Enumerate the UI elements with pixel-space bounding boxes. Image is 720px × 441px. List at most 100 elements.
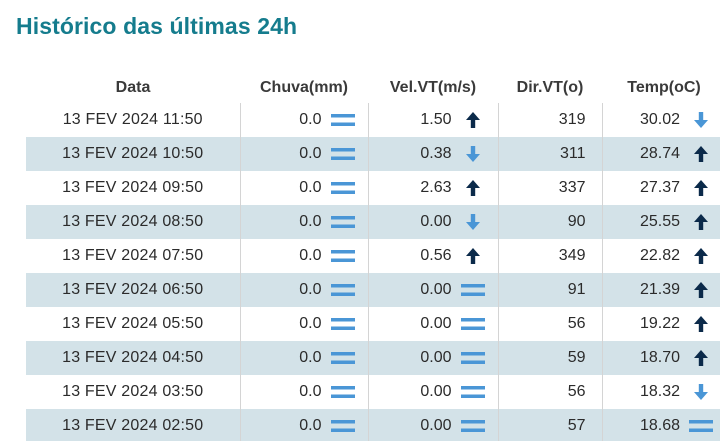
dir-value: 59 xyxy=(567,349,586,366)
cell-dir: 56 xyxy=(497,375,602,409)
chuva-value: 0.0 xyxy=(299,213,322,230)
dir-value: 56 xyxy=(567,315,586,332)
cell-date: 13 FEV 2024 09:50 xyxy=(62,179,204,196)
trend-up-arrow-icon xyxy=(688,246,714,266)
cell-dir: 319 xyxy=(497,103,602,137)
cell-dir: 337 xyxy=(497,171,602,205)
temp-value: 18.32 xyxy=(639,383,680,400)
cell-dir: 57 xyxy=(497,409,602,441)
col-header-data: Data xyxy=(115,79,151,96)
cell-date: 13 FEV 2024 11:50 xyxy=(62,111,203,128)
table-row: 13 FEV 2024 07:50 0.0 0.56 349 22.82 xyxy=(26,239,720,273)
cell-chuva: 0.0 xyxy=(239,341,368,375)
cell-temp: 18.68 xyxy=(601,409,720,441)
trend-stable-icon xyxy=(330,144,356,164)
cell-vel: 0.00 xyxy=(367,307,498,341)
cell-chuva: 0.0 xyxy=(239,409,368,441)
cell-temp: 22.82 xyxy=(601,239,720,273)
cell-temp: 27.37 xyxy=(601,171,720,205)
table-row: 13 FEV 2024 05:50 0.0 0.00 56 19.22 xyxy=(26,307,720,341)
cell-dir: 91 xyxy=(497,273,602,307)
dir-value: 90 xyxy=(567,213,586,230)
temp-value: 27.37 xyxy=(639,179,680,196)
cell-vel: 0.00 xyxy=(367,273,498,307)
cell-chuva: 0.0 xyxy=(239,375,368,409)
trend-stable-icon xyxy=(460,348,486,368)
trend-stable-icon xyxy=(330,110,356,130)
trend-stable-icon xyxy=(330,246,356,266)
trend-stable-icon xyxy=(688,416,714,436)
dir-value: 337 xyxy=(558,179,586,196)
chuva-value: 0.0 xyxy=(299,383,322,400)
cell-temp: 18.70 xyxy=(601,341,720,375)
chuva-value: 0.0 xyxy=(299,281,322,298)
cell-vel: 0.00 xyxy=(367,341,498,375)
temp-value: 28.74 xyxy=(639,145,680,162)
cell-vel: 0.00 xyxy=(367,409,498,441)
trend-down-arrow-icon xyxy=(460,212,486,232)
col-header-chuva: Chuva(mm) xyxy=(259,79,348,96)
vel-value: 0.00 xyxy=(420,315,452,332)
trend-down-arrow-icon xyxy=(460,144,486,164)
col-header-temp: Temp(oC) xyxy=(627,79,701,96)
temp-value: 18.70 xyxy=(639,349,680,366)
vel-value: 1.50 xyxy=(420,111,452,128)
cell-chuva: 0.0 xyxy=(239,273,368,307)
cell-date: 13 FEV 2024 04:50 xyxy=(26,341,240,375)
cell-vel: 1.50 xyxy=(367,103,498,137)
temp-value: 25.55 xyxy=(639,213,680,230)
chuva-value: 0.0 xyxy=(299,315,322,332)
chuva-value: 0.0 xyxy=(299,179,322,196)
trend-stable-icon xyxy=(460,280,486,300)
table-row: 13 FEV 2024 03:50 0.0 0.00 56 18.32 xyxy=(26,375,720,409)
chuva-value: 0.0 xyxy=(299,247,322,264)
cell-temp: 18.32 xyxy=(601,375,720,409)
temp-value: 22.82 xyxy=(639,247,680,264)
trend-stable-icon xyxy=(460,314,486,334)
cell-vel: 0.00 xyxy=(367,375,498,409)
vel-value: 2.63 xyxy=(420,179,452,196)
cell-chuva: 0.0 xyxy=(239,239,368,273)
table-header-row: Data Chuva(mm) Vel.VT(m/s) Dir.VT(o) Tem… xyxy=(26,73,720,103)
dir-value: 311 xyxy=(559,145,586,162)
page-title: Histórico das últimas 24h xyxy=(16,13,298,39)
history-table: Data Chuva(mm) Vel.VT(m/s) Dir.VT(o) Tem… xyxy=(26,73,720,441)
cell-chuva: 0.0 xyxy=(239,205,368,239)
dir-value: 349 xyxy=(558,247,586,264)
cell-vel: 0.56 xyxy=(367,239,498,273)
table-row: 13 FEV 2024 09:50 0.0 2.63 337 27.37 xyxy=(26,171,720,205)
trend-stable-icon xyxy=(460,416,486,436)
trend-stable-icon xyxy=(330,314,356,334)
cell-temp: 21.39 xyxy=(601,273,720,307)
cell-dir: 311 xyxy=(497,137,602,171)
trend-up-arrow-icon xyxy=(688,178,714,198)
trend-stable-icon xyxy=(330,212,356,232)
cell-chuva: 0.0 xyxy=(239,307,368,341)
chuva-value: 0.0 xyxy=(299,349,322,366)
table-row: 13 FEV 2024 06:50 0.0 0.00 91 21.39 xyxy=(26,273,720,307)
cell-dir: 59 xyxy=(497,341,602,375)
chuva-value: 0.0 xyxy=(299,111,322,128)
vel-value: 0.00 xyxy=(420,213,452,230)
cell-date: 13 FEV 2024 07:50 xyxy=(62,247,204,264)
trend-up-arrow-icon xyxy=(460,110,486,130)
chuva-value: 0.0 xyxy=(299,145,322,162)
trend-stable-icon xyxy=(330,178,356,198)
cell-temp: 28.74 xyxy=(601,137,720,171)
trend-down-arrow-icon xyxy=(688,110,714,130)
trend-up-arrow-icon xyxy=(688,144,714,164)
chuva-value: 0.0 xyxy=(299,417,322,434)
dir-value: 56 xyxy=(567,383,586,400)
trend-up-arrow-icon xyxy=(688,212,714,232)
trend-down-arrow-icon xyxy=(688,382,714,402)
cell-date: 13 FEV 2024 03:50 xyxy=(62,383,204,400)
table-row: 13 FEV 2024 10:50 0.0 0.38 311 28.74 xyxy=(26,137,720,171)
cell-chuva: 0.0 xyxy=(239,137,368,171)
cell-vel: 0.00 xyxy=(367,205,498,239)
cell-date: 13 FEV 2024 10:50 xyxy=(26,137,240,171)
cell-dir: 90 xyxy=(497,205,602,239)
trend-stable-icon xyxy=(330,348,356,368)
cell-date: 13 FEV 2024 02:50 xyxy=(26,409,240,441)
vel-value: 0.00 xyxy=(420,349,452,366)
